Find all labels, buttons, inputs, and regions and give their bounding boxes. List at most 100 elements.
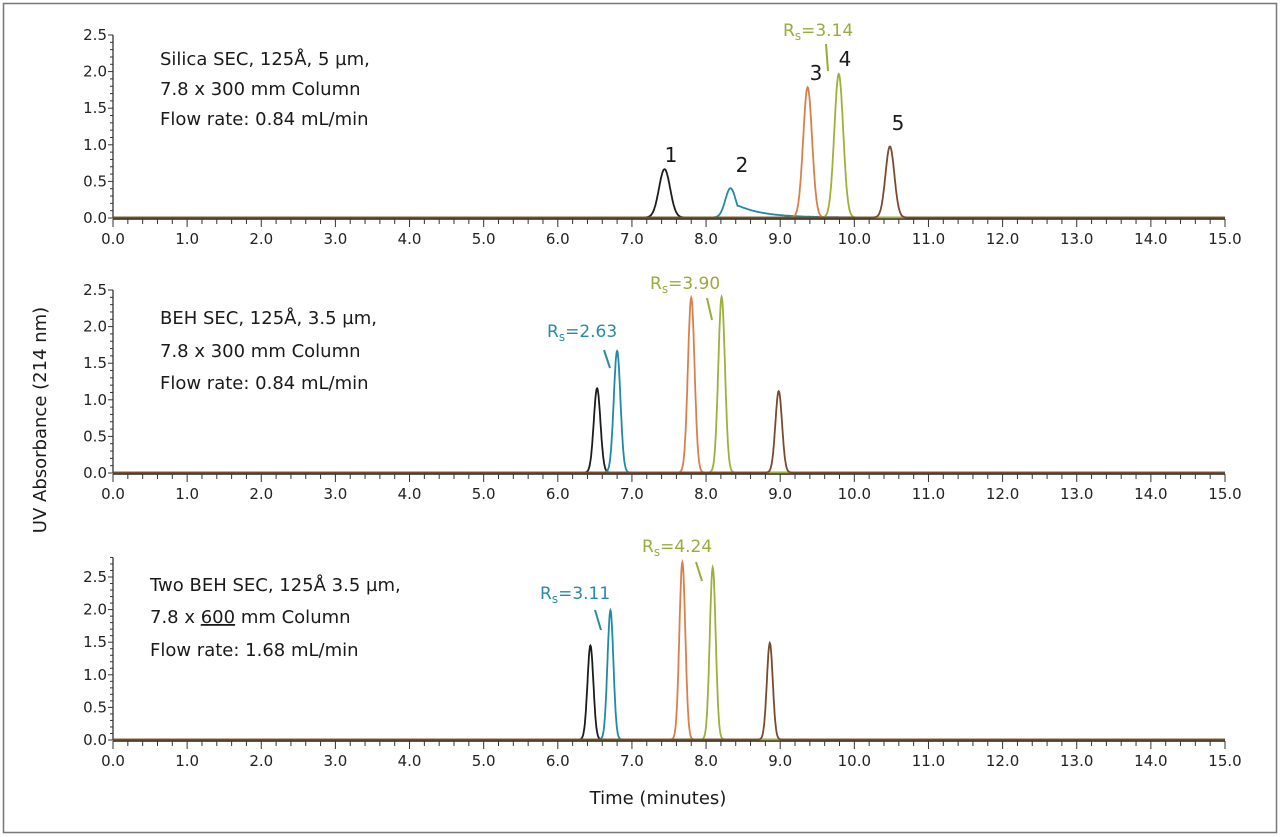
x-tick-label: 7.0 [620, 230, 644, 248]
note-line: 7.8 x 600 mm Column [150, 607, 351, 628]
x-tick-label: 8.0 [694, 485, 718, 503]
x-tick-label: 13.0 [1060, 485, 1093, 503]
column-length-underlined: 600 [201, 607, 235, 628]
x-tick-label: 12.0 [986, 485, 1019, 503]
x-tick-label: 5.0 [472, 752, 496, 770]
rs-symbol: R [783, 21, 795, 41]
x-tick-label: 8.0 [694, 230, 718, 248]
x-tick-label: 14.0 [1134, 230, 1167, 248]
x-tick-label: 11.0 [912, 485, 945, 503]
y-tick-label: 1.5 [83, 99, 107, 117]
column-conditions-note: Silica SEC, 125Å, 5 µm, 7.8 x 300 mm Colu… [160, 48, 370, 130]
y-tick-label: 0.0 [83, 731, 107, 749]
note-line: Flow rate: 0.84 mL/min [160, 373, 369, 394]
x-tick-label: 2.0 [249, 230, 273, 248]
y-tick-label: 1.0 [83, 136, 107, 154]
x-tick-label: 14.0 [1134, 485, 1167, 503]
x-tick-label: 12.0 [986, 230, 1019, 248]
rs-subscript: s [552, 592, 558, 606]
x-tick-label: 13.0 [1060, 230, 1093, 248]
y-tick-label: 1.5 [83, 354, 107, 372]
x-tick-label: 2.0 [249, 485, 273, 503]
x-tick-label: 5.0 [472, 485, 496, 503]
x-tick-label: 2.0 [249, 752, 273, 770]
rs-symbol: R [547, 322, 559, 342]
x-tick-label: 11.0 [912, 230, 945, 248]
panel-3: 0.0 0.5 1.0 1.5 2.0 2.5 0.0 1.0 2.0 3.0 4.0 5.0 6.0 7… [83, 537, 1242, 770]
peak-label-4: 4 [839, 47, 852, 71]
panel-1: 0.0 0.5 1.0 1.5 2.0 2.5 0.0 1.0 2.0 3.0 4.0 5.0 6.0 7… [83, 21, 1242, 248]
x-tick-label: 15.0 [1208, 752, 1241, 770]
x-tick-label: 12.0 [986, 752, 1019, 770]
resolution-label: Rs=3.14 [783, 21, 853, 43]
y-axis-label: UV Absorbance (214 nm) [30, 307, 51, 533]
rs-symbol: R [650, 274, 662, 294]
x-tick-label: 0.0 [101, 485, 125, 503]
x-tick-label: 1.0 [175, 230, 199, 248]
note-line: Silica SEC, 125Å, 5 µm, [160, 48, 370, 70]
y-tick-label: 1.0 [83, 391, 107, 409]
x-tick-label: 10.0 [838, 485, 871, 503]
x-tick-label: 15.0 [1208, 485, 1241, 503]
rs-value: =4.24 [660, 537, 712, 557]
rs-subscript: s [795, 29, 801, 43]
resolution-label: Rs=3.90 [650, 274, 720, 296]
panel-2: 0.0 0.5 1.0 1.5 2.0 2.5 0.0 1.0 2.0 3.0 4.0 5.0 6.0 7… [83, 274, 1242, 503]
x-tick-label: 4.0 [398, 230, 422, 248]
y-tick-label: 0.0 [83, 209, 107, 227]
x-tick-label: 9.0 [768, 485, 792, 503]
peak-label-2: 2 [736, 153, 749, 177]
resolution-leader-line [695, 561, 703, 582]
x-tick-label: 10.0 [838, 230, 871, 248]
trace-peak-5 [113, 145, 1225, 219]
rs-value: =2.63 [565, 322, 617, 342]
x-tick-label: 5.0 [472, 230, 496, 248]
resolution-label: Rs=4.24 [642, 537, 712, 559]
rs-value: =3.90 [668, 274, 720, 294]
resolution-label: Rs=2.63 [547, 322, 617, 344]
rs-symbol: R [642, 537, 654, 557]
y-tick-label: 0.0 [83, 464, 107, 482]
note-text: mm Column [235, 607, 350, 628]
note-line: Flow rate: 0.84 mL/min [160, 109, 369, 130]
x-tick-label: 9.0 [768, 752, 792, 770]
x-tick-label: 6.0 [546, 752, 570, 770]
x-tick-label: 9.0 [768, 230, 792, 248]
y-tick-label: 1.5 [83, 633, 107, 651]
rs-value: =3.14 [801, 21, 853, 41]
x-tick-label: 3.0 [323, 485, 347, 503]
x-tick-label: 3.0 [323, 230, 347, 248]
y-tick-label: 0.5 [83, 698, 107, 716]
x-tick-label: 10.0 [838, 752, 871, 770]
note-line: Flow rate: 1.68 mL/min [150, 640, 359, 661]
x-tick-label: 1.0 [175, 485, 199, 503]
x-tick-label: 11.0 [912, 752, 945, 770]
y-tick-label: 1.0 [83, 666, 107, 684]
note-text: 7.8 x [150, 607, 201, 628]
resolution-leader-line [594, 609, 602, 631]
resolution-label: Rs=3.11 [540, 584, 610, 606]
resolution-leader-line [603, 349, 611, 369]
note-line: Two BEH SEC, 125Å 3.5 µm, [149, 574, 401, 596]
rs-symbol: R [540, 584, 552, 604]
x-tick-label: 0.0 [101, 752, 125, 770]
x-tick-label: 0.0 [101, 230, 125, 248]
y-tick-label: 2.0 [83, 601, 107, 619]
rs-subscript: s [662, 282, 668, 296]
x-tick-label: 7.0 [620, 752, 644, 770]
y-tick-label: 2.5 [83, 26, 107, 44]
y-tick-label: 2.0 [83, 318, 107, 336]
peak-label-3: 3 [810, 61, 823, 85]
x-tick-label: 13.0 [1060, 752, 1093, 770]
note-line: 7.8 x 300 mm Column [160, 341, 361, 362]
resolution-leader-line [706, 297, 713, 321]
y-tick-label: 0.5 [83, 427, 107, 445]
x-tick-label: 6.0 [546, 230, 570, 248]
rs-value: =3.11 [558, 584, 610, 604]
note-line: 7.8 x 300 mm Column [160, 79, 361, 100]
peak-label-5: 5 [892, 111, 905, 135]
x-tick-label: 6.0 [546, 485, 570, 503]
y-tick-label: 2.5 [83, 281, 107, 299]
